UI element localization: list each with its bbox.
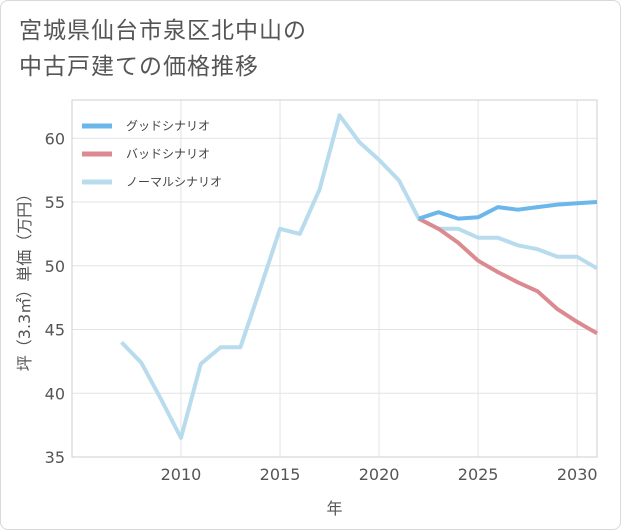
series-line-3 [120,113,599,440]
title-line-1: 宮城県仙台市泉区北中山の [19,18,307,44]
chart-title: 宮城県仙台市泉区北中山の 中古戸建ての価格推移 [19,13,579,85]
plot-frame [71,99,598,458]
y-tick-label: 35 [45,448,65,467]
y-tick-label: 45 [45,321,65,340]
x-tick-label: 2015 [260,465,301,484]
y-tick-labels: 35 40 45 50 55 60 [45,129,65,467]
y-tick-label: 60 [45,129,65,148]
legend-label: ノーマルシナリオ [126,175,222,189]
series-line-1 [418,200,598,221]
legend-label: グッドシナリオ [126,119,210,133]
x-tick-label: 2020 [359,465,400,484]
x-tick-label: 2030 [557,465,598,484]
title-line-2: 中古戸建ての価格推移 [19,54,259,80]
y-axis-label: 坪（3.3㎡）単価（万円） [15,186,34,371]
series-lines [120,113,599,440]
y-tick-label: 40 [45,384,65,403]
x-tick-label: 2010 [161,465,202,484]
x-tick-labels: 2010 2015 2020 2025 2030 [161,465,598,484]
y-tick-label: 50 [45,257,65,276]
x-axis-label: 年 [326,499,342,518]
y-tick-label: 55 [45,193,65,212]
legend-label: バッドシナリオ [126,147,210,161]
x-tick-label: 2025 [458,465,499,484]
series-line-2 [417,216,598,336]
